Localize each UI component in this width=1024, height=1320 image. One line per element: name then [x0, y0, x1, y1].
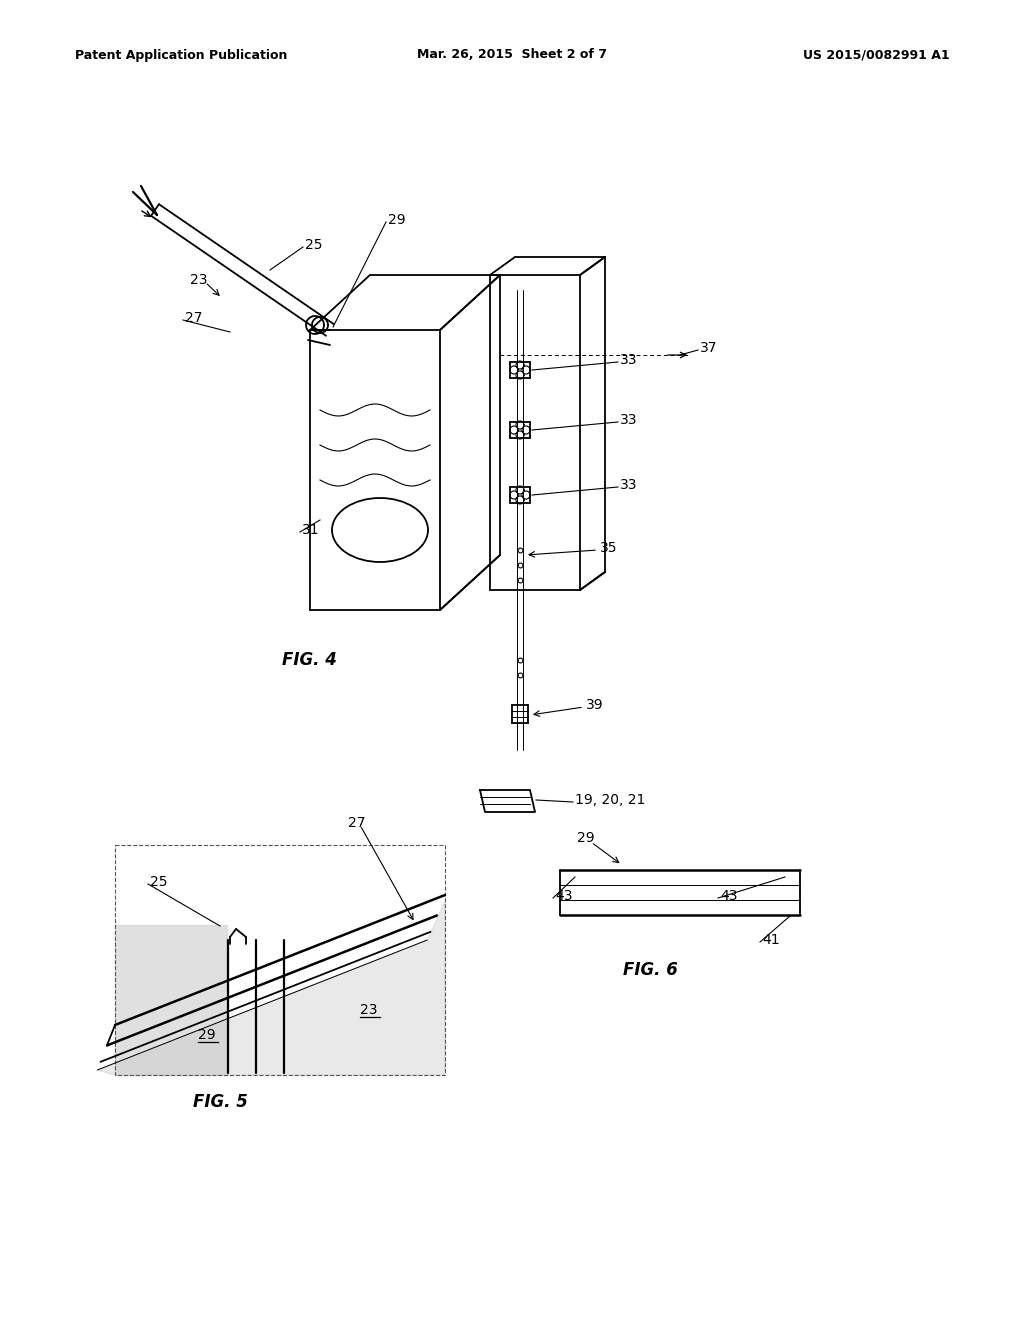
Text: 27: 27: [348, 816, 366, 830]
Text: FIG. 6: FIG. 6: [623, 961, 678, 979]
Text: 33: 33: [620, 352, 638, 367]
Text: 29: 29: [388, 213, 406, 227]
Text: 31: 31: [302, 523, 319, 537]
Text: Mar. 26, 2015  Sheet 2 of 7: Mar. 26, 2015 Sheet 2 of 7: [417, 49, 607, 62]
Text: 33: 33: [620, 413, 638, 426]
Polygon shape: [97, 902, 445, 1074]
Text: 27: 27: [185, 312, 203, 325]
Text: Patent Application Publication: Patent Application Publication: [75, 49, 288, 62]
Text: 33: 33: [620, 478, 638, 492]
Text: 43: 43: [720, 888, 737, 903]
Text: 41: 41: [762, 933, 779, 946]
Text: 29: 29: [198, 1028, 216, 1041]
Text: 23: 23: [360, 1003, 378, 1016]
Text: 25: 25: [305, 238, 323, 252]
Text: 43: 43: [555, 888, 572, 903]
Text: FIG. 4: FIG. 4: [282, 651, 337, 669]
Polygon shape: [115, 925, 227, 1074]
Text: US 2015/0082991 A1: US 2015/0082991 A1: [804, 49, 950, 62]
Text: 29: 29: [577, 832, 595, 845]
Text: 25: 25: [150, 875, 168, 888]
Text: 19, 20, 21: 19, 20, 21: [575, 793, 645, 807]
Text: FIG. 5: FIG. 5: [193, 1093, 248, 1111]
Text: 23: 23: [190, 273, 208, 286]
Text: 35: 35: [600, 541, 617, 554]
Text: 39: 39: [586, 698, 603, 711]
Text: 37: 37: [700, 341, 718, 355]
